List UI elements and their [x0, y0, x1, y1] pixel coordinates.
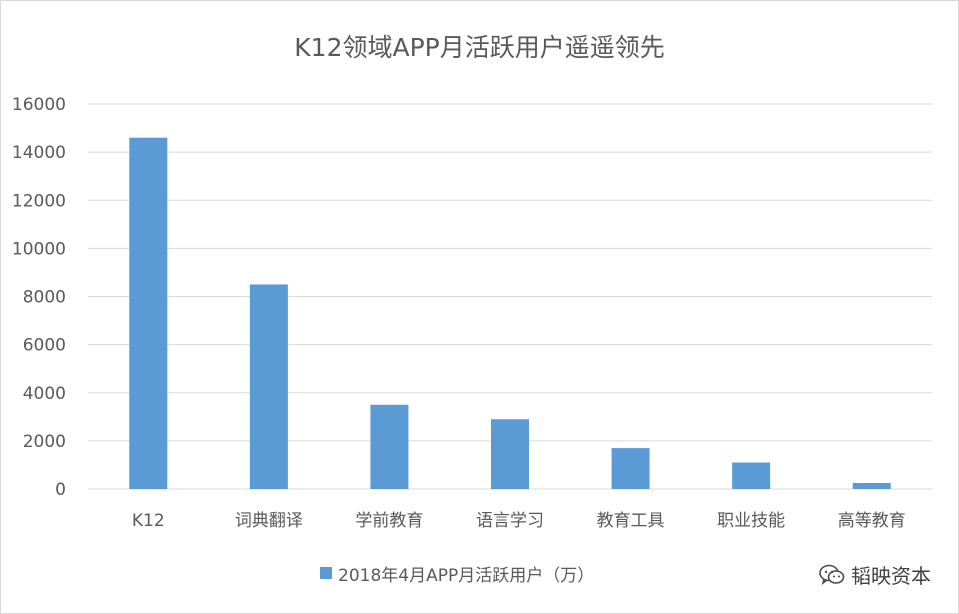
x-tick-label: 教育工具	[597, 511, 665, 531]
x-axis-ticks: K12 词典翻译 学前教育 语言学习 教育工具 职业技能 高等教育	[132, 511, 906, 531]
bar	[370, 404, 409, 489]
watermark: 韬映资本	[819, 560, 931, 589]
x-tick-label: 职业技能	[717, 511, 785, 531]
legend-swatch	[320, 567, 332, 579]
bar	[852, 482, 891, 489]
y-tick-label: 8000	[23, 288, 66, 308]
gridlines	[88, 103, 932, 490]
wechat-icon	[819, 564, 845, 585]
legend-label: 2018年4月APP月活跃用户（万）	[338, 565, 595, 586]
bar	[732, 462, 771, 489]
x-tick-label: 语言学习	[476, 511, 544, 531]
y-tick-label: 12000	[12, 191, 66, 211]
y-tick-label: 16000	[12, 95, 66, 115]
bar	[611, 448, 650, 489]
y-tick-label: 2000	[23, 432, 66, 452]
y-tick-label: 0	[55, 480, 66, 500]
x-tick-label: 词典翻译	[235, 511, 303, 531]
bar	[249, 284, 288, 489]
chart-title: K12领域APP月活跃用户遥遥领先	[294, 33, 665, 62]
x-tick-label: 高等教育	[838, 511, 906, 531]
y-tick-label: 10000	[12, 239, 66, 259]
bar	[491, 419, 529, 489]
watermark-text: 韬映资本	[851, 564, 931, 588]
bar	[129, 137, 168, 489]
y-tick-label: 4000	[23, 384, 66, 404]
x-tick-label: K12	[132, 511, 165, 531]
x-tick-label: 学前教育	[355, 511, 423, 531]
y-axis-ticks: 0 2000 4000 6000 8000 10000 12000 14000 16000	[12, 95, 66, 500]
bars	[129, 137, 891, 489]
y-tick-label: 6000	[23, 336, 66, 356]
legend: 2018年4月APP月活跃用户（万）	[320, 562, 595, 586]
y-tick-label: 14000	[12, 143, 66, 163]
